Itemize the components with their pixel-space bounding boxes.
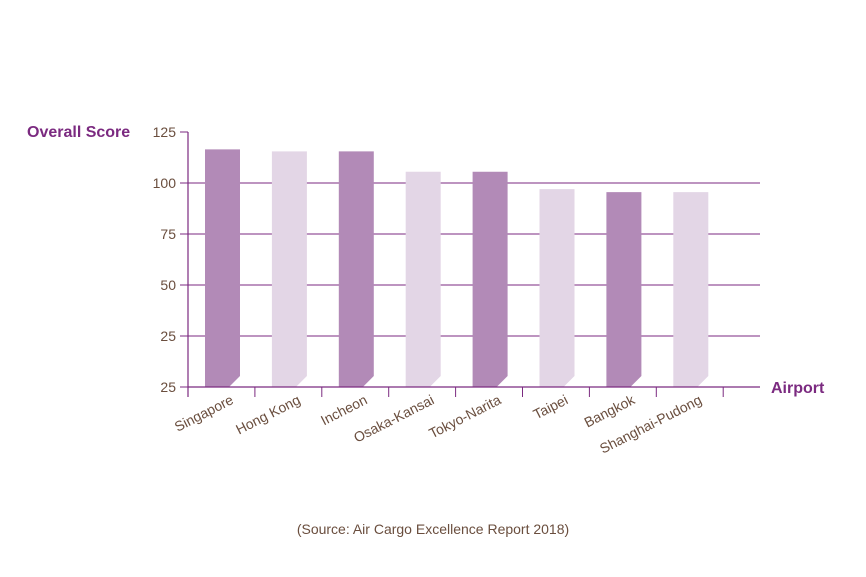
bar-hong-kong	[271, 151, 307, 387]
y-tick-label: 25	[160, 328, 176, 344]
y-axis-label: Overall Score	[27, 124, 130, 141]
y-tick-label: 75	[160, 226, 176, 242]
bar-incheon	[338, 151, 374, 387]
x-tick-label: Bangkok	[581, 391, 638, 430]
bar-tokyo-narita	[472, 171, 508, 387]
y-tick-label: 100	[153, 175, 177, 191]
bar-bangkok	[606, 192, 642, 387]
x-tick-label: Incheon	[318, 391, 370, 428]
x-tick-label: Singapore	[172, 391, 236, 434]
bar-shanghai-pudong	[673, 192, 709, 387]
x-tick-label: Taipei	[530, 391, 570, 422]
bar-osaka-kansai	[405, 171, 441, 387]
bar-singapore	[205, 149, 240, 387]
bar-taipei	[539, 189, 575, 387]
x-axis-label: Airport	[771, 380, 825, 397]
y-tick-label: 25	[160, 379, 176, 395]
x-tick-label: Tokyo-Narita	[426, 391, 503, 441]
y-axis-ticks: 125 100 75 50 25 25	[153, 124, 188, 395]
y-tick-label: 50	[160, 277, 176, 293]
source-note: (Source: Air Cargo Excellence Report 201…	[296, 521, 570, 537]
x-tick-label: Hong Kong	[233, 391, 303, 437]
bars	[205, 149, 709, 387]
y-tick-label: 125	[153, 124, 177, 140]
axes	[187, 132, 760, 397]
